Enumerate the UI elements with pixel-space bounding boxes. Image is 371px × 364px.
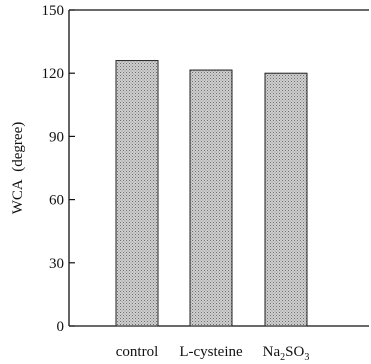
y-tick-label: 120 xyxy=(42,66,65,82)
bars xyxy=(115,60,308,327)
y-axis-ticks: 0 30 60 90 120 150 xyxy=(42,3,75,335)
y-axis-title: WCA (degree) xyxy=(10,122,26,214)
x-axis-categories: control L-cysteine Na2SO3 xyxy=(116,344,310,363)
x-category-label: L-cysteine xyxy=(179,344,243,360)
y-tick-label: 60 xyxy=(49,193,64,209)
x-category-label: control xyxy=(116,344,159,360)
bar-na2so3 xyxy=(264,72,308,327)
bar-control xyxy=(115,60,159,327)
y-tick-label: 150 xyxy=(42,3,65,19)
bar-l-cysteine xyxy=(189,69,233,327)
y-tick-label: 30 xyxy=(49,256,64,272)
x-category-label: Na2SO3 xyxy=(263,344,310,363)
y-tick-label: 0 xyxy=(57,319,65,335)
y-tick-label: 90 xyxy=(49,129,64,145)
